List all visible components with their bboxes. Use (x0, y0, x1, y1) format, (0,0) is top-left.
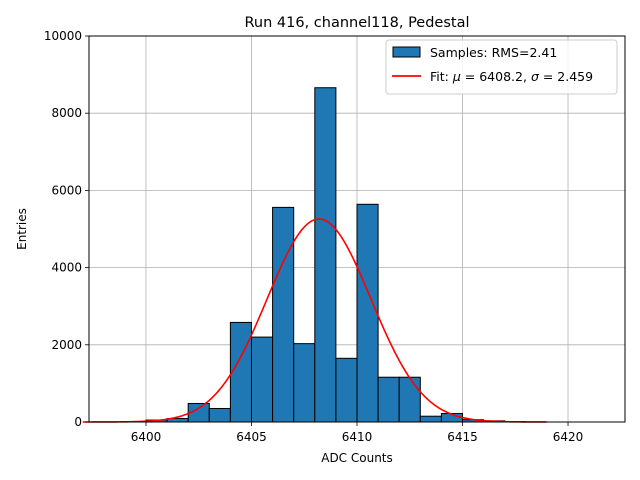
y-axis-label: Entries (15, 208, 29, 250)
legend: Samples: RMS=2.41 Fit: μ = 6408.2, σ = 2… (385, 39, 618, 95)
histogram-bar (398, 376, 421, 423)
x-axis-label: ADC Counts (321, 451, 393, 465)
legend-samples-swatch (392, 46, 421, 58)
y-tick-label: 8000 (51, 106, 82, 120)
histogram-bar (229, 321, 252, 423)
y-axis-ticks: 0 2000 4000 6000 8000 10000 (44, 29, 89, 429)
histogram-bar (419, 415, 442, 423)
legend-fit-label: Fit: μ = 6408.2, σ = 2.459 (430, 69, 593, 84)
y-tick-label: 10000 (44, 29, 82, 43)
x-tick-label: 6420 (553, 430, 584, 444)
fit-curve (82, 218, 547, 423)
histogram-bar (272, 206, 295, 423)
histogram-bar (208, 407, 231, 423)
x-tick-label: 6405 (236, 430, 267, 444)
x-tick-label: 6400 (131, 430, 162, 444)
legend-box (385, 39, 618, 95)
histogram-bar (377, 376, 400, 423)
chart-title: Run 416, channel118, Pedestal (244, 15, 469, 31)
legend-samples-label: Samples: RMS=2.41 (430, 45, 557, 60)
y-tick-label: 2000 (51, 338, 82, 352)
legend-fit-sigma-symbol: σ (531, 69, 540, 84)
legend-fit-mu-symbol: μ (452, 69, 461, 84)
x-axis-ticks: 6400 6405 6410 6415 6420 (131, 422, 584, 444)
y-tick-label: 6000 (51, 183, 82, 197)
legend-fit-mu-value: = 6408.2, (465, 69, 527, 84)
x-tick-label: 6415 (447, 430, 478, 444)
y-tick-label: 4000 (51, 261, 82, 275)
legend-fit-sigma-value: = 2.459 (543, 69, 593, 84)
x-tick-label: 6410 (342, 430, 373, 444)
histogram-bars (145, 87, 527, 423)
histogram-bar (293, 343, 316, 423)
histogram-bar (314, 87, 337, 423)
y-tick-label: 0 (74, 415, 82, 429)
histogram-bar (356, 203, 379, 423)
histogram-bar (250, 336, 274, 423)
legend-fit-prefix: Fit: (430, 69, 453, 84)
histogram-bar (335, 357, 358, 423)
